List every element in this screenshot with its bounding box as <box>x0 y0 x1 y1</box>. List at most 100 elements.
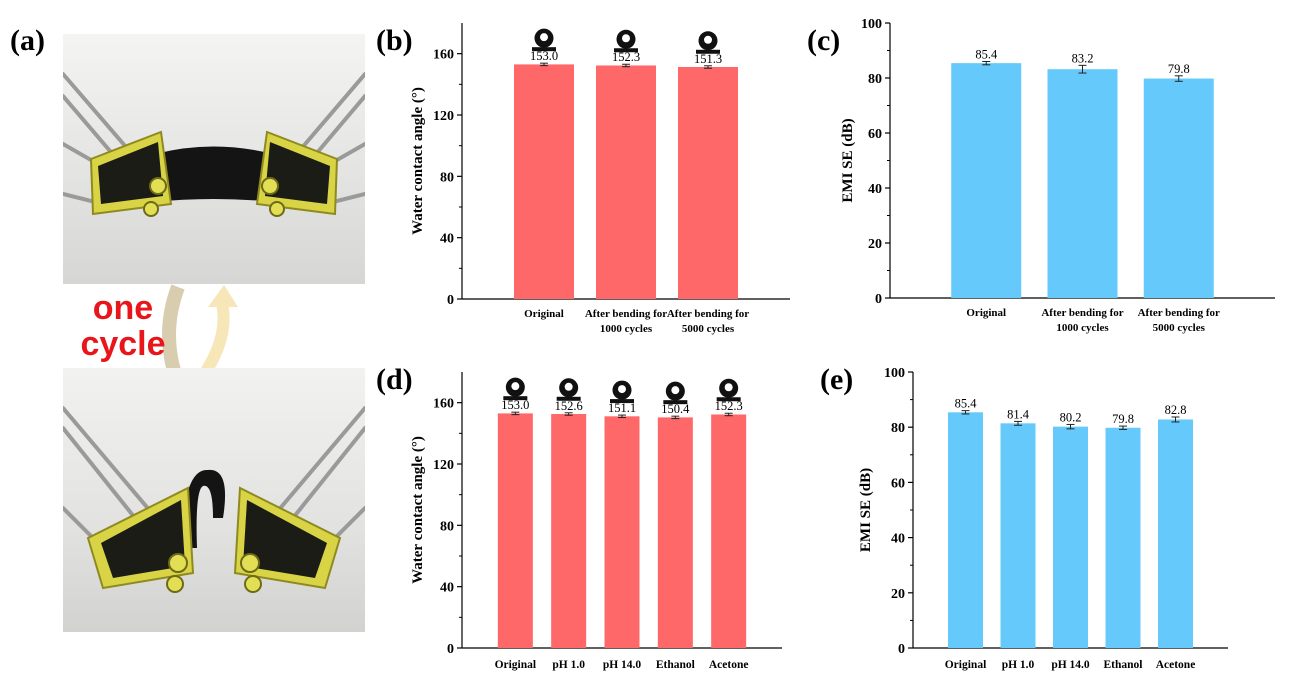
data-label: 85.4 <box>975 48 998 62</box>
y-axis-label: EMI SE (dB) <box>840 118 856 202</box>
x-tick-label: pH 14.0 <box>1051 659 1090 671</box>
water-droplet-icon <box>716 378 741 402</box>
bar <box>1053 426 1088 648</box>
bar <box>497 413 533 648</box>
panel-label-b: (b) <box>376 24 413 57</box>
panel-label-c: (c) <box>807 24 841 57</box>
y-tick-label: 80 <box>440 170 454 185</box>
data-label: 80.2 <box>1060 410 1082 424</box>
water-droplet-icon <box>663 381 688 405</box>
data-label: 151.1 <box>608 401 636 415</box>
data-label: 152.3 <box>612 50 640 64</box>
cycle-label-line2: cycle <box>80 325 166 363</box>
y-tick-label: 0 <box>447 293 454 308</box>
water-droplet-icon <box>614 29 638 53</box>
bar <box>1158 419 1193 648</box>
data-label: 151.3 <box>694 52 722 66</box>
y-axis-label: EMI SE (dB) <box>858 468 874 552</box>
water-droplet-icon-surface <box>696 49 720 54</box>
data-label: 150.4 <box>661 402 690 416</box>
binder-clip-flat-illustration <box>63 34 365 284</box>
data-label: 85.4 <box>955 397 978 411</box>
x-tick-label: Original <box>524 308 564 320</box>
y-tick-label: 120 <box>433 458 454 473</box>
water-droplet-icon <box>532 28 556 52</box>
y-tick-label: 80 <box>868 72 882 87</box>
water-droplet-icon <box>696 31 720 54</box>
chart-b-water-contact-angle-bending: 0 40 80 120 160 Water contact angle (°) 153.0 O… <box>410 23 790 335</box>
water-droplet-icon-surface <box>532 47 556 52</box>
x-tick-label: Acetone <box>709 659 749 671</box>
y-tick-label: 20 <box>891 587 905 602</box>
y-tick-label: 60 <box>891 476 905 491</box>
panel-label-a: (a) <box>10 24 45 57</box>
chart-c-emi-se-bending: 0 20 40 60 80 100 EMI SE (dB) 85.4 Original 83.2 A… <box>840 17 1275 334</box>
x-tick-label: Original <box>945 659 987 671</box>
y-tick-label: 40 <box>440 232 454 247</box>
y-tick-label: 20 <box>868 237 882 252</box>
x-tick-label: pH 1.0 <box>1002 659 1035 671</box>
cycle-label: one cycle <box>78 290 168 362</box>
water-droplet-icon-surface <box>716 397 741 402</box>
data-label: 153.0 <box>501 398 529 412</box>
water-droplet-icon-surface <box>610 399 634 404</box>
photo-bent-state <box>63 368 365 632</box>
water-droplet-icon-highlight <box>618 385 626 394</box>
y-tick-label: 40 <box>440 581 454 596</box>
x-tick-label: pH 14.0 <box>603 659 642 671</box>
photo-flat-state <box>63 34 365 284</box>
water-droplet-icon <box>556 378 581 401</box>
y-tick-label: 80 <box>440 519 454 534</box>
bar <box>948 412 983 648</box>
y-axis-label: Water contact angle (°) <box>410 87 426 235</box>
x-tick-label: Ethanol <box>656 659 695 671</box>
water-droplet-icon-highlight <box>540 33 548 42</box>
bar <box>1105 427 1141 648</box>
y-tick-label: 0 <box>447 642 454 657</box>
water-droplet-icon-surface <box>663 400 688 405</box>
water-droplet-icon-surface <box>503 396 528 401</box>
y-tick-label: 120 <box>433 109 454 124</box>
water-droplet-icon-highlight <box>564 382 573 391</box>
water-droplet-icon-highlight <box>671 386 680 395</box>
y-tick-label: 0 <box>875 292 882 307</box>
bar <box>678 67 738 299</box>
y-tick-label: 100 <box>861 17 882 32</box>
x-tick-label: Ethanol <box>1104 659 1143 671</box>
cycle-label-line1: one <box>92 289 154 327</box>
y-tick-label: 0 <box>898 642 905 657</box>
water-droplet-icon-surface <box>614 48 638 53</box>
water-droplet-icon-highlight <box>511 382 520 391</box>
water-droplet-icon-surface <box>556 396 581 401</box>
x-tick-label: Original <box>966 307 1006 319</box>
bar <box>551 414 587 648</box>
data-label: 81.4 <box>1007 407 1030 421</box>
y-tick-label: 40 <box>891 532 905 547</box>
data-label: 82.8 <box>1165 403 1187 417</box>
bar <box>1000 423 1036 648</box>
data-label: 153.0 <box>530 49 558 63</box>
bar <box>1047 69 1118 298</box>
x-tick-label: After bending for 1000 cycles <box>1041 307 1123 334</box>
bar <box>1143 78 1214 298</box>
data-label: 152.6 <box>555 399 583 413</box>
water-droplet-icon-highlight <box>704 35 712 44</box>
bar <box>596 65 656 299</box>
data-label: 79.8 <box>1112 412 1134 426</box>
panel-label-e: (e) <box>820 363 854 396</box>
y-tick-label: 40 <box>868 182 882 197</box>
bar <box>657 417 693 648</box>
water-droplet-icon <box>610 380 634 404</box>
y-tick-label: 160 <box>433 48 454 63</box>
water-droplet-icon <box>503 377 528 401</box>
x-tick-label: Original <box>495 659 537 671</box>
bar <box>604 416 640 648</box>
bar <box>711 414 747 648</box>
x-tick-label: Acetone <box>1156 659 1196 671</box>
data-label: 152.3 <box>715 399 743 413</box>
water-droplet-icon-highlight <box>724 383 733 392</box>
y-tick-label: 80 <box>891 421 905 436</box>
x-tick-label: pH 1.0 <box>552 659 585 671</box>
water-droplet-icon-highlight <box>622 34 630 43</box>
data-label: 83.2 <box>1072 51 1094 65</box>
